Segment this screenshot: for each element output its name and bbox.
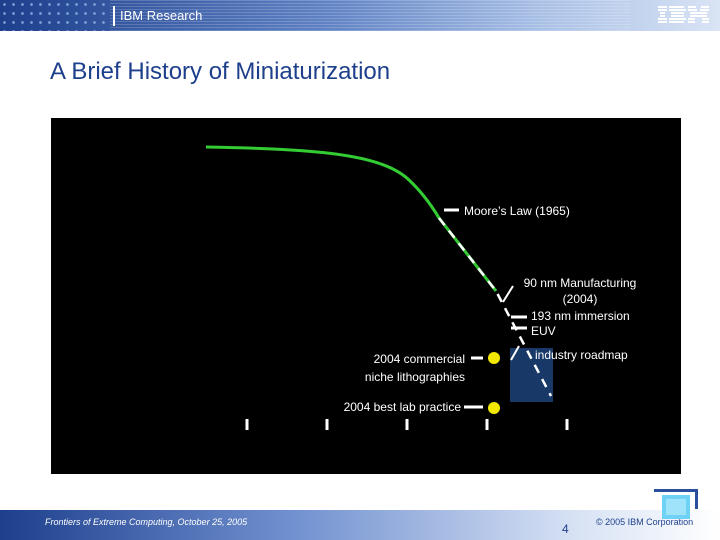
manufacturing-90nm-label-line2: (2004) — [562, 292, 598, 306]
header-section-label: IBM Research — [120, 8, 203, 23]
immersion-193nm-label-line1: 193 nm immersion — [531, 309, 630, 323]
footer-bar — [0, 510, 720, 540]
commercial-niche-point — [488, 352, 500, 364]
moores-law-slope — [437, 217, 498, 292]
ibm-logo-icon — [658, 6, 709, 23]
chart-panel: Moore’s Law (1965) 90 nm Manufacturing (… — [51, 118, 681, 474]
industry-roadmap-label: industry roadmap — [535, 348, 628, 362]
footer-copyright: © 2005 IBM Corporation — [596, 517, 694, 527]
commercial-niche-label-line2: niche lithographies — [364, 370, 465, 384]
header-line-pattern — [110, 0, 630, 31]
manufacturing-leader — [502, 285, 514, 303]
page-title: A Brief History of Miniaturization — [50, 58, 391, 85]
manufacturing-90nm-label-line1: 90 nm Manufacturing — [523, 276, 637, 290]
header-dot-pattern — [0, 0, 110, 31]
chart-svg — [205, 145, 569, 430]
immersion-193nm-label-line2: EUV — [531, 324, 556, 338]
header-separator — [113, 6, 115, 26]
header-bar: IBM Research — [0, 0, 720, 31]
moores-law-label: Moore’s Law (1965) — [464, 204, 570, 218]
page-number: 4 — [562, 522, 569, 536]
moores-law-curve — [205, 145, 441, 219]
best-lab-practice-label: 2004 best lab practice — [343, 400, 461, 414]
decorative-squares-icon — [654, 489, 698, 519]
best-lab-practice-point — [488, 402, 500, 414]
footer-event-text: Frontiers of Extreme Computing, October … — [45, 517, 248, 527]
commercial-niche-label-line1: 2004 commercial — [373, 352, 465, 366]
roadmap-leader — [510, 345, 520, 361]
x-axis-ticks — [245, 419, 569, 430]
